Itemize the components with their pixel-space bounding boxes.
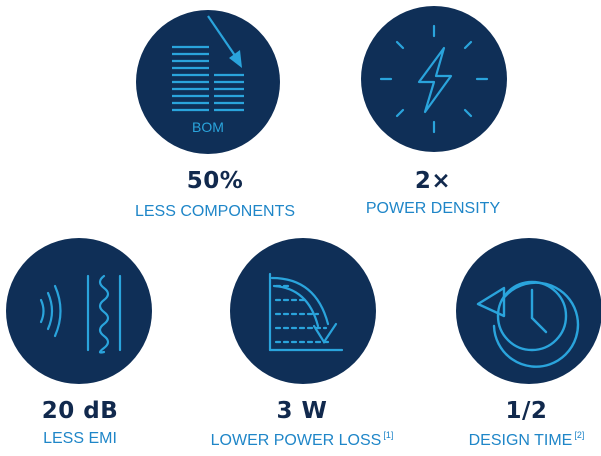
design-time-circle (456, 238, 601, 384)
stat-design-time: 1/2 DESIGN TIME [2] (452, 230, 601, 456)
emi-circle (6, 238, 152, 384)
bom-circle: BOM (136, 10, 280, 154)
stat-value: 50% (186, 168, 244, 194)
stat-value: 1/2 (505, 398, 548, 424)
stat-power-density: 2× POWER DENSITY (333, 0, 533, 230)
stat-less-components: BOM 50% LESS COMPONENTS (110, 0, 320, 230)
footnote-marker: [1] (383, 430, 394, 440)
emi-wave-shield-icon (39, 274, 122, 354)
stat-less-emi: 20 dB LESS EMI (0, 230, 160, 456)
power-loss-curve-icon (268, 272, 344, 352)
stat-label: DESIGN TIME [2] (468, 430, 585, 449)
stat-label: LESS COMPONENTS (134, 203, 296, 220)
stat-label: POWER DENSITY (365, 200, 501, 217)
bom-icon-label: BOM (192, 119, 224, 135)
bom-document-arrow-icon (172, 15, 244, 112)
stat-lower-power-loss: 3 W LOWER POWER LOSS [1] (211, 230, 393, 456)
stat-value: 3 W (276, 398, 328, 424)
power-loss-circle (230, 238, 376, 384)
footnote-marker: [2] (574, 430, 585, 440)
stat-value: 20 dB (41, 398, 119, 424)
lightning-bolt-icon (379, 24, 489, 134)
stat-value: 2× (414, 168, 452, 194)
clock-rewind-icon (476, 280, 580, 368)
stat-label: LESS EMI (43, 430, 117, 447)
stat-label: LOWER POWER LOSS [1] (210, 430, 394, 449)
power-density-circle (361, 6, 507, 152)
